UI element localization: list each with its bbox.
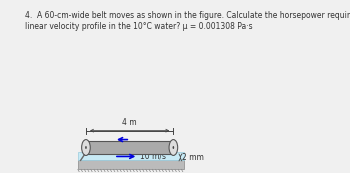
Text: linear velocity profile in the 10°C water? μ = 0.001308 Pa·s: linear velocity profile in the 10°C wate… <box>25 21 253 30</box>
Text: 2 mm: 2 mm <box>182 153 204 162</box>
Bar <box>78 152 184 160</box>
Bar <box>78 160 184 169</box>
Bar <box>86 140 173 154</box>
Text: 10 m/s: 10 m/s <box>140 152 166 161</box>
Text: 4 m: 4 m <box>122 118 137 127</box>
Circle shape <box>173 146 174 149</box>
Circle shape <box>82 140 90 156</box>
Circle shape <box>169 140 178 156</box>
Circle shape <box>85 146 87 149</box>
Text: 4.  A 60-cm-wide belt moves as shown in the figure. Calculate the horsepower req: 4. A 60-cm-wide belt moves as shown in t… <box>25 11 350 20</box>
